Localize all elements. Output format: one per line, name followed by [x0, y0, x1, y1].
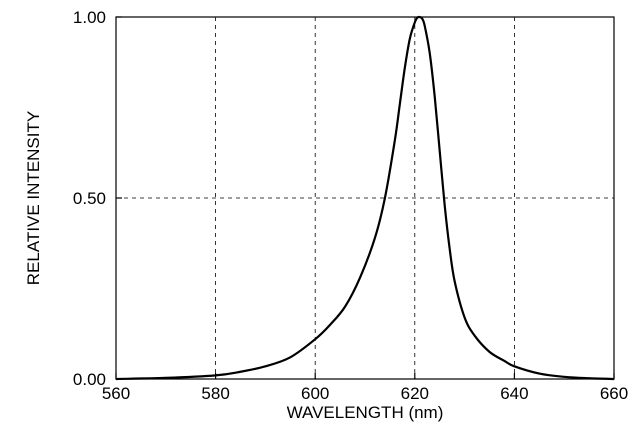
x-tick-label: 600: [301, 384, 329, 403]
series-line: [115, 15, 615, 381]
y-tick-label: 1.00: [73, 8, 106, 27]
x-tick-label: 660: [600, 384, 628, 403]
y-tick-label: 0.00: [73, 370, 106, 389]
grid-lines: [116, 17, 614, 379]
y-tick-labels: 0.00 0.50 1.00: [73, 8, 106, 389]
x-tick-label: 580: [201, 384, 229, 403]
x-tick-label: 560: [102, 384, 130, 403]
x-axis-title: WAVELENGTH (nm): [287, 403, 444, 422]
x-tick-label: 620: [401, 384, 429, 403]
x-tick-labels: 560 580 600 620 640 660: [102, 384, 628, 403]
x-tick-label: 640: [500, 384, 528, 403]
y-tick-label: 0.50: [73, 189, 106, 208]
y-axis-title: RELATIVE INTENSITY: [24, 111, 43, 285]
